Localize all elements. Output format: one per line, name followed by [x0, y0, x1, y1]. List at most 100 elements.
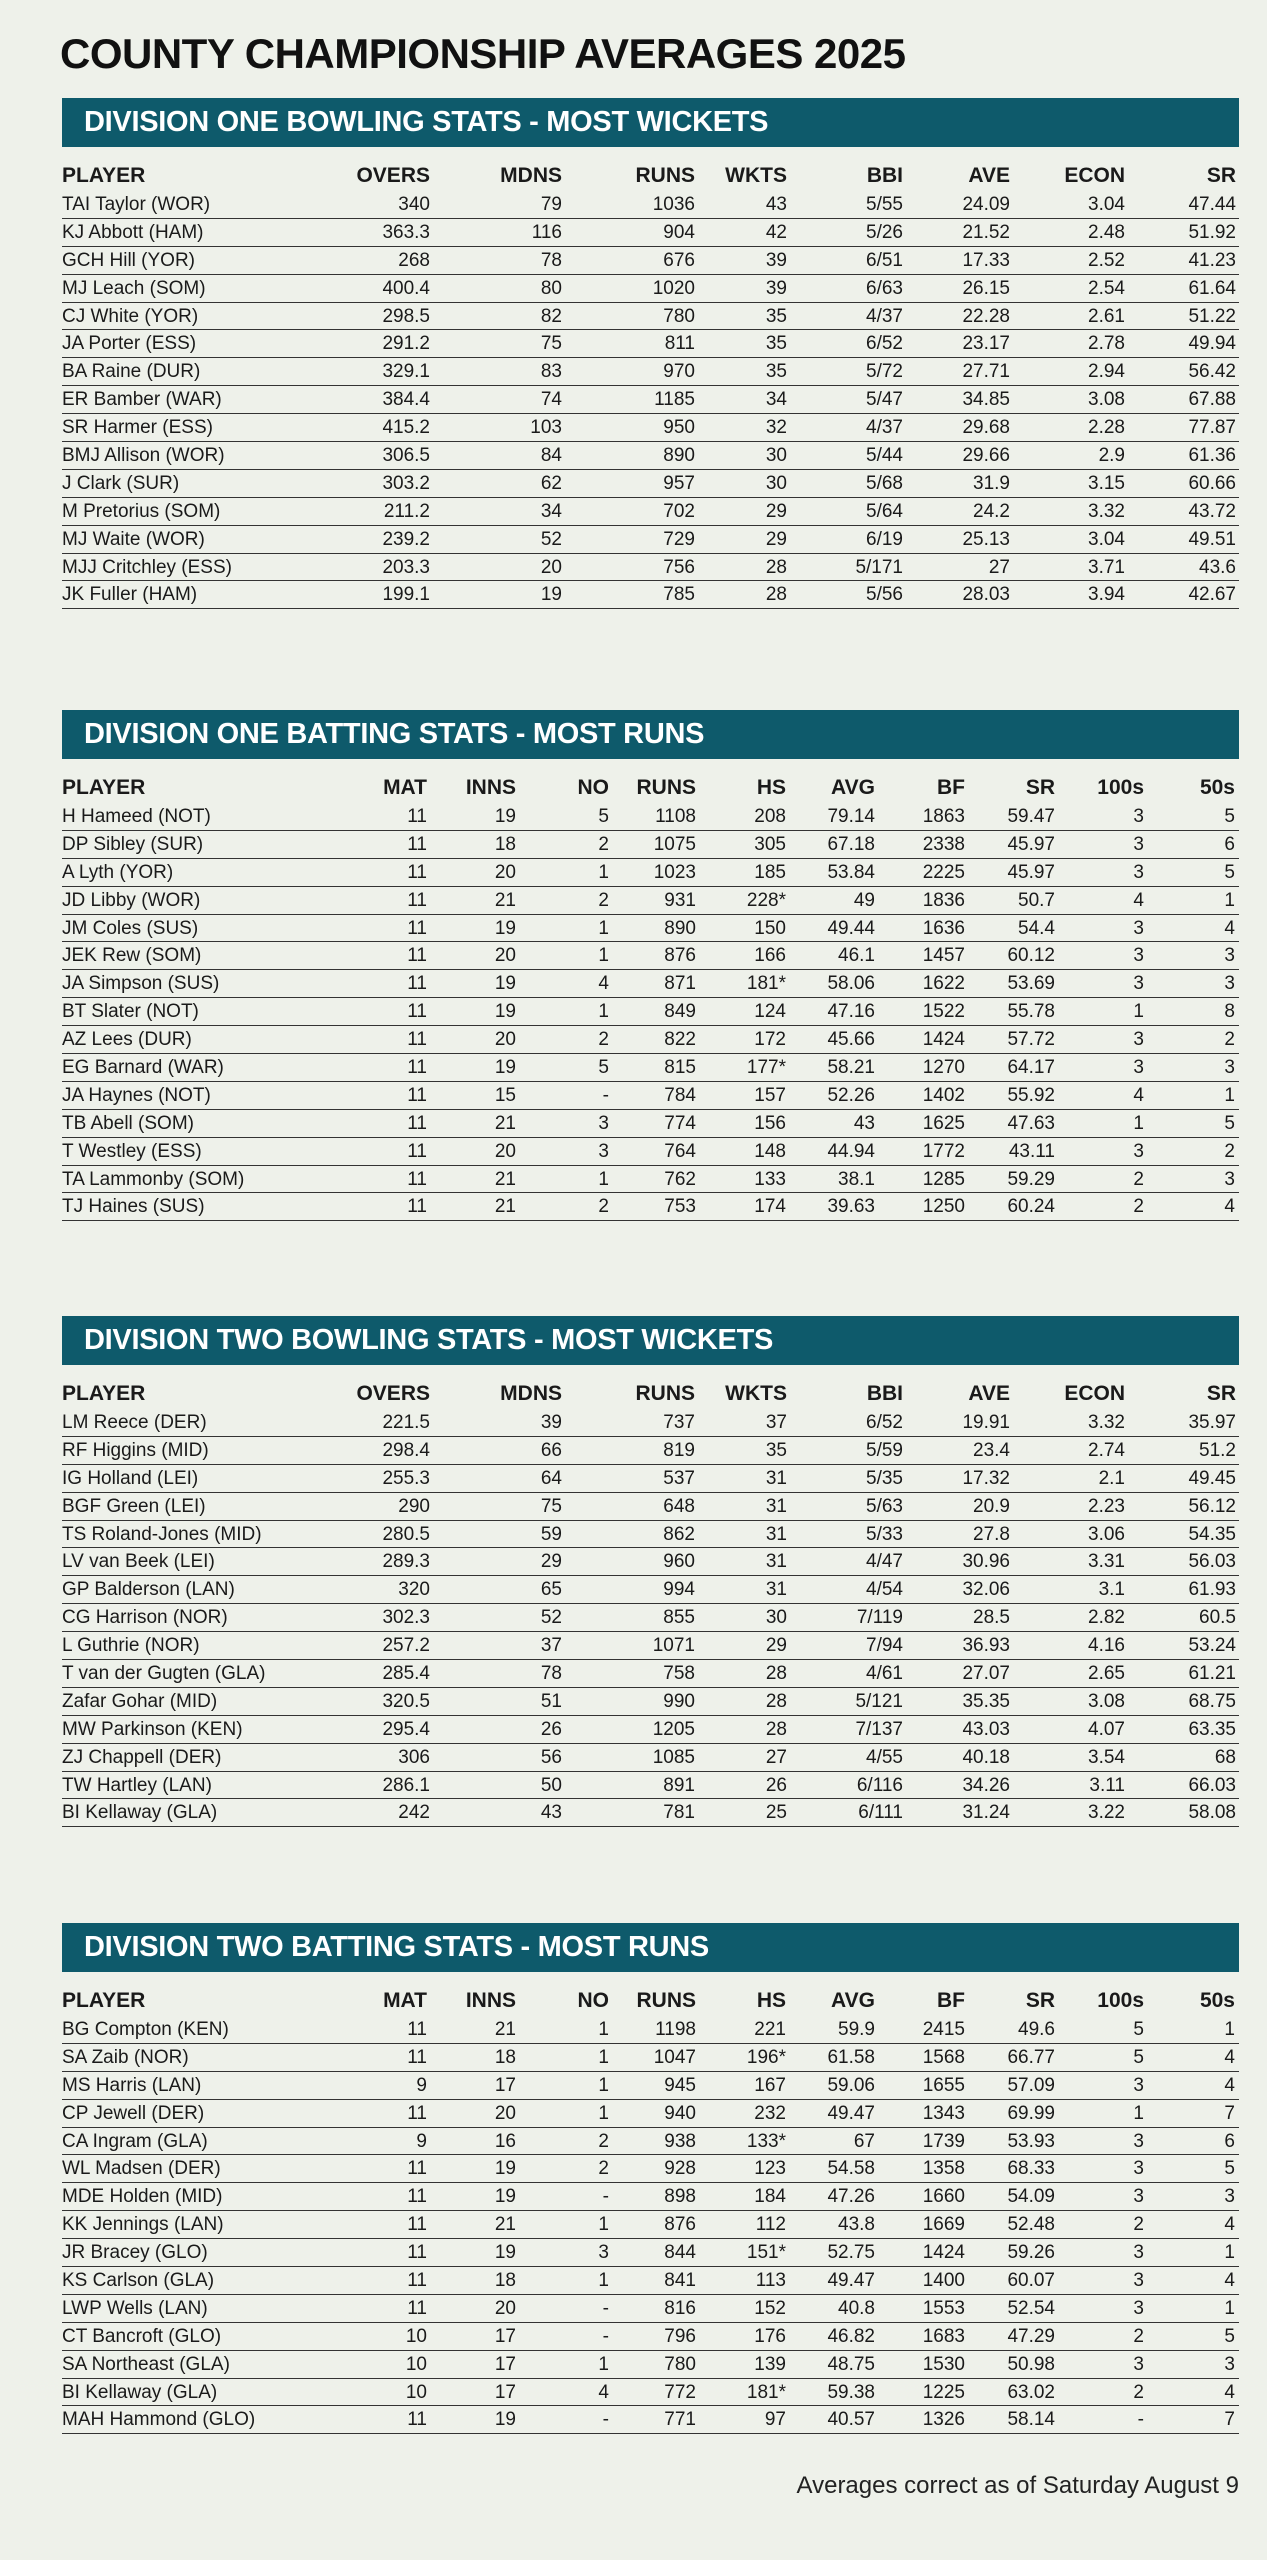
table-row: JA Haynes (NOT) 11 15 - 784 157 52.26 1402 55.92…	[62, 1082, 1239, 1110]
stat-cell: 20	[494, 2102, 516, 2124]
stat-cell: 74	[540, 389, 562, 411]
stat-cell: 1	[598, 2270, 609, 2292]
stat-cell: 20	[494, 1140, 516, 1162]
player-name: L Guthrie (NOR)	[62, 1635, 200, 1657]
stat-cell: 3.08	[1088, 389, 1125, 411]
stat-cell: 60.5	[1199, 1607, 1236, 1629]
stat-cell: 891	[663, 1774, 695, 1796]
column-header: SR	[1025, 1989, 1055, 2012]
stat-cell: 904	[663, 221, 695, 243]
stat-cell: 2415	[922, 2019, 965, 2040]
stat-cell: 11	[407, 2270, 427, 2292]
player-name: A Lyth (YOR)	[62, 861, 174, 883]
player-name: JK Fuller (HAM)	[62, 584, 198, 606]
stat-cell: 1568	[922, 2046, 965, 2068]
player-name: ER Bamber (WAR)	[62, 389, 222, 411]
stat-cell: 1622	[922, 973, 965, 995]
stat-cell: 771	[664, 2409, 696, 2431]
column-header: RUNS	[635, 164, 695, 187]
stat-cell: 1	[1133, 1001, 1144, 1023]
stat-cell: 30.96	[962, 1551, 1010, 1573]
stat-cell: 123	[754, 2158, 786, 2180]
stat-cell: 20	[494, 2297, 516, 2319]
player-name: TAI Taylor (WOR)	[62, 194, 211, 215]
stat-cell: 20	[494, 945, 516, 967]
table-row: JM Coles (SUS) 11 19 1 890 150 49.44 1636 54.4 3 4	[62, 915, 1239, 943]
stat-cell: 3.15	[1088, 472, 1125, 494]
stat-cell: 11	[407, 973, 427, 995]
table-row: GP Balderson (LAN) 320 65 994 31 4/54 32.06 3.1…	[62, 1576, 1239, 1605]
stat-cell: 819	[663, 1439, 695, 1461]
stat-cell: 83	[540, 361, 562, 383]
stat-cell: 753	[664, 1196, 696, 1218]
stat-cell: 39	[540, 1412, 562, 1433]
stat-cell: 945	[664, 2074, 696, 2096]
stat-cell: 67.18	[827, 833, 875, 855]
stat-cell: 18	[494, 2046, 516, 2068]
stat-cell: 27	[988, 556, 1010, 578]
stat-cell: 221.5	[382, 1412, 430, 1433]
stat-cell: 6	[1224, 833, 1235, 855]
stat-cell: 49	[853, 889, 875, 911]
table-section: DIVISION ONE BATTING STATS - MOST RUNS PL…	[62, 710, 1239, 1222]
stat-cell: 19.91	[962, 1412, 1010, 1433]
stat-cell: 61.93	[1188, 1579, 1236, 1601]
stat-cell: 822	[664, 1029, 696, 1051]
stat-cell: 11	[407, 2019, 427, 2040]
stat-cell: 3	[1133, 2186, 1144, 2208]
stat-cell: 928	[664, 2158, 696, 2180]
stat-cell: 11	[407, 1112, 427, 1134]
stat-cell: 1402	[922, 1084, 965, 1106]
stat-cell: 56.42	[1188, 361, 1236, 383]
stat-cell: 20.9	[973, 1495, 1010, 1517]
table-row: GCH Hill (YOR) 268 78 676 39 6/51 17.33 2.52 41.…	[62, 247, 1239, 275]
table-row: L Guthrie (NOR) 257.2 37 1071 29 7/94 36.93 4.1…	[62, 1632, 1239, 1661]
stat-cell: 1	[598, 2019, 609, 2040]
stat-cell: 21	[494, 1112, 516, 1134]
stat-cell: 1250	[922, 1196, 965, 1218]
column-header: BBI	[866, 164, 903, 187]
stat-cell: 53.93	[1007, 2130, 1055, 2152]
player-name: MAH Hammond (GLO)	[62, 2409, 256, 2431]
player-name: JEK Rew (SOM)	[62, 945, 202, 967]
column-header: BF	[937, 1989, 965, 2012]
stat-cell: 66.03	[1188, 1774, 1236, 1796]
stat-cell: 1343	[922, 2102, 965, 2124]
stat-cell: 157	[754, 1084, 786, 1106]
stat-cell: 2	[1224, 1140, 1235, 1162]
stat-cell: 43.11	[1008, 1140, 1055, 1162]
stat-cell: 84	[540, 445, 562, 467]
column-header: 50s	[1199, 776, 1235, 799]
stat-cell: 816	[664, 2297, 696, 2319]
stat-cell: 1	[1224, 889, 1235, 911]
stat-cell: 1	[598, 1168, 609, 1190]
stat-cell: 221	[754, 2019, 786, 2040]
stat-cell: 45.97	[1007, 833, 1055, 855]
table-row: CP Jewell (DER) 11 20 1 940 232 49.47 1343 69.99…	[62, 2100, 1239, 2128]
stat-cell: 5/121	[855, 1690, 903, 1712]
stat-cell: 56.12	[1188, 1495, 1236, 1517]
stat-cell: 29.68	[962, 417, 1010, 439]
stat-cell: 60.12	[1007, 945, 1055, 967]
column-header: PLAYER	[62, 1382, 146, 1405]
player-name: MS Harris (LAN)	[62, 2074, 202, 2096]
stat-cell: 45.97	[1007, 861, 1055, 883]
stat-cell: 19	[540, 584, 562, 606]
stat-cell: 35	[765, 333, 787, 355]
stat-cell: 10	[405, 2381, 427, 2403]
stat-cell: 65	[540, 1579, 562, 1601]
stat-cell: 11	[407, 1140, 427, 1162]
table-row: DP Sibley (SUR) 11 18 2 1075 305 67.18 2338 45.9…	[62, 831, 1239, 859]
stat-cell: 876	[664, 945, 696, 967]
stat-cell: 18	[494, 2270, 516, 2292]
stat-cell: 11	[407, 861, 427, 883]
stat-cell: 2	[598, 2158, 609, 2180]
column-header: AVE	[968, 1382, 1010, 1405]
stat-cell: 150	[754, 917, 786, 939]
stat-cell: 46.82	[827, 2325, 875, 2347]
table-row: BG Compton (KEN) 11 21 1 1198 221 59.9 2415 49.6…	[62, 2016, 1239, 2044]
stat-cell: 11	[407, 1001, 427, 1023]
stat-cell: 59.29	[1007, 1168, 1055, 1190]
stat-cell: 27.07	[962, 1663, 1010, 1685]
column-header: PLAYER	[62, 776, 146, 799]
